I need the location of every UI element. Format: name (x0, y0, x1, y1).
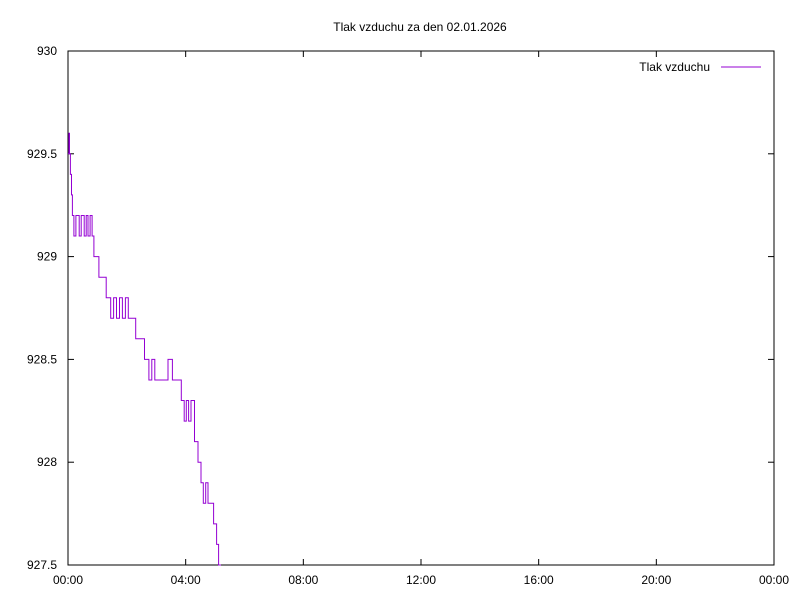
y-tick-label: 929.5 (27, 147, 57, 161)
x-tick-label: 16:00 (524, 573, 554, 587)
legend-label: Tlak vzduchu (639, 60, 710, 74)
y-tick-label: 928 (37, 455, 57, 469)
y-tick-label: 929 (37, 250, 57, 264)
legend: Tlak vzduchu (639, 60, 761, 74)
y-tick-label: 928.5 (27, 352, 57, 366)
y-tick-label: 927.5 (27, 558, 57, 572)
x-tick-label: 12:00 (406, 573, 436, 587)
chart-title: Tlak vzduchu za den 02.01.2026 (333, 20, 507, 34)
y-axis: 927.5 928 928.5 929 929.5 930 (27, 44, 774, 572)
series-layer (68, 132, 221, 566)
x-tick-label: 20:00 (641, 573, 671, 587)
x-axis: 00:00 04:00 08:00 12:00 16:00 20:00 00:00 (53, 51, 789, 587)
x-tick-label: 04:00 (171, 573, 201, 587)
x-tick-label: 00:00 (759, 573, 789, 587)
x-tick-label: 08:00 (288, 573, 318, 587)
y-tick-label: 930 (37, 44, 57, 58)
plot-frame (67, 50, 775, 566)
series-line (68, 132, 221, 566)
x-tick-label: 00:00 (53, 573, 83, 587)
